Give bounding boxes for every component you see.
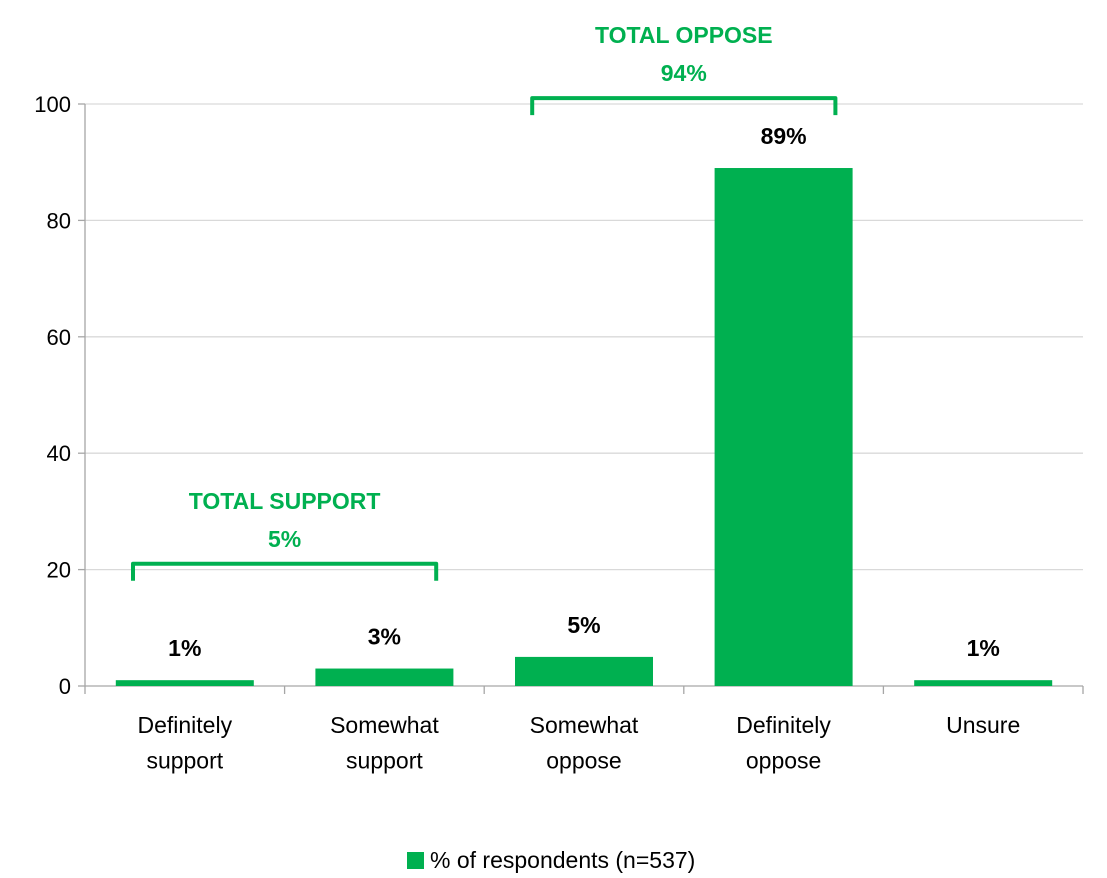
x-tick-label: Somewhat support	[330, 712, 439, 774]
data-label: 1%	[168, 635, 201, 661]
y-tick-label: 20	[47, 558, 71, 583]
data-labels: 1% 3% 5% 89% 1%	[168, 123, 1000, 661]
bar	[515, 656, 653, 686]
group-title: TOTAL OPPOSE	[595, 22, 773, 48]
data-label: 3%	[368, 624, 401, 650]
y-tick-label: 0	[59, 674, 71, 699]
y-tick-label: 80	[47, 208, 71, 233]
bars	[115, 168, 1053, 686]
x-tick-label: Definitely support	[137, 712, 232, 774]
group-bracket	[131, 561, 439, 581]
x-tick-label: Unsure	[946, 712, 1020, 738]
legend-label: % of respondents (n=537)	[430, 847, 695, 873]
bar	[315, 668, 454, 686]
data-label: 89%	[761, 123, 807, 149]
bar	[914, 680, 1053, 686]
data-label: 1%	[967, 635, 1000, 661]
x-tick-label: Somewhat oppose	[530, 712, 639, 774]
bar	[115, 680, 254, 686]
y-tick-label: 60	[47, 325, 71, 350]
group-value: 94%	[661, 60, 707, 86]
group-value: 5%	[268, 526, 301, 552]
group-title: TOTAL SUPPORT	[189, 488, 381, 514]
bar	[714, 168, 853, 686]
y-tick-label: 100	[34, 92, 71, 117]
y-tick-label: 40	[47, 441, 71, 466]
gridlines	[85, 103, 1083, 571]
group-annotations: TOTAL SUPPORT 5% TOTAL OPPOSE 94%	[131, 22, 838, 581]
group-bracket	[530, 96, 838, 116]
legend: % of respondents (n=537)	[407, 847, 695, 873]
legend-swatch	[407, 852, 424, 869]
data-label: 5%	[567, 612, 600, 638]
x-tick-label: Definitely oppose	[736, 712, 831, 774]
